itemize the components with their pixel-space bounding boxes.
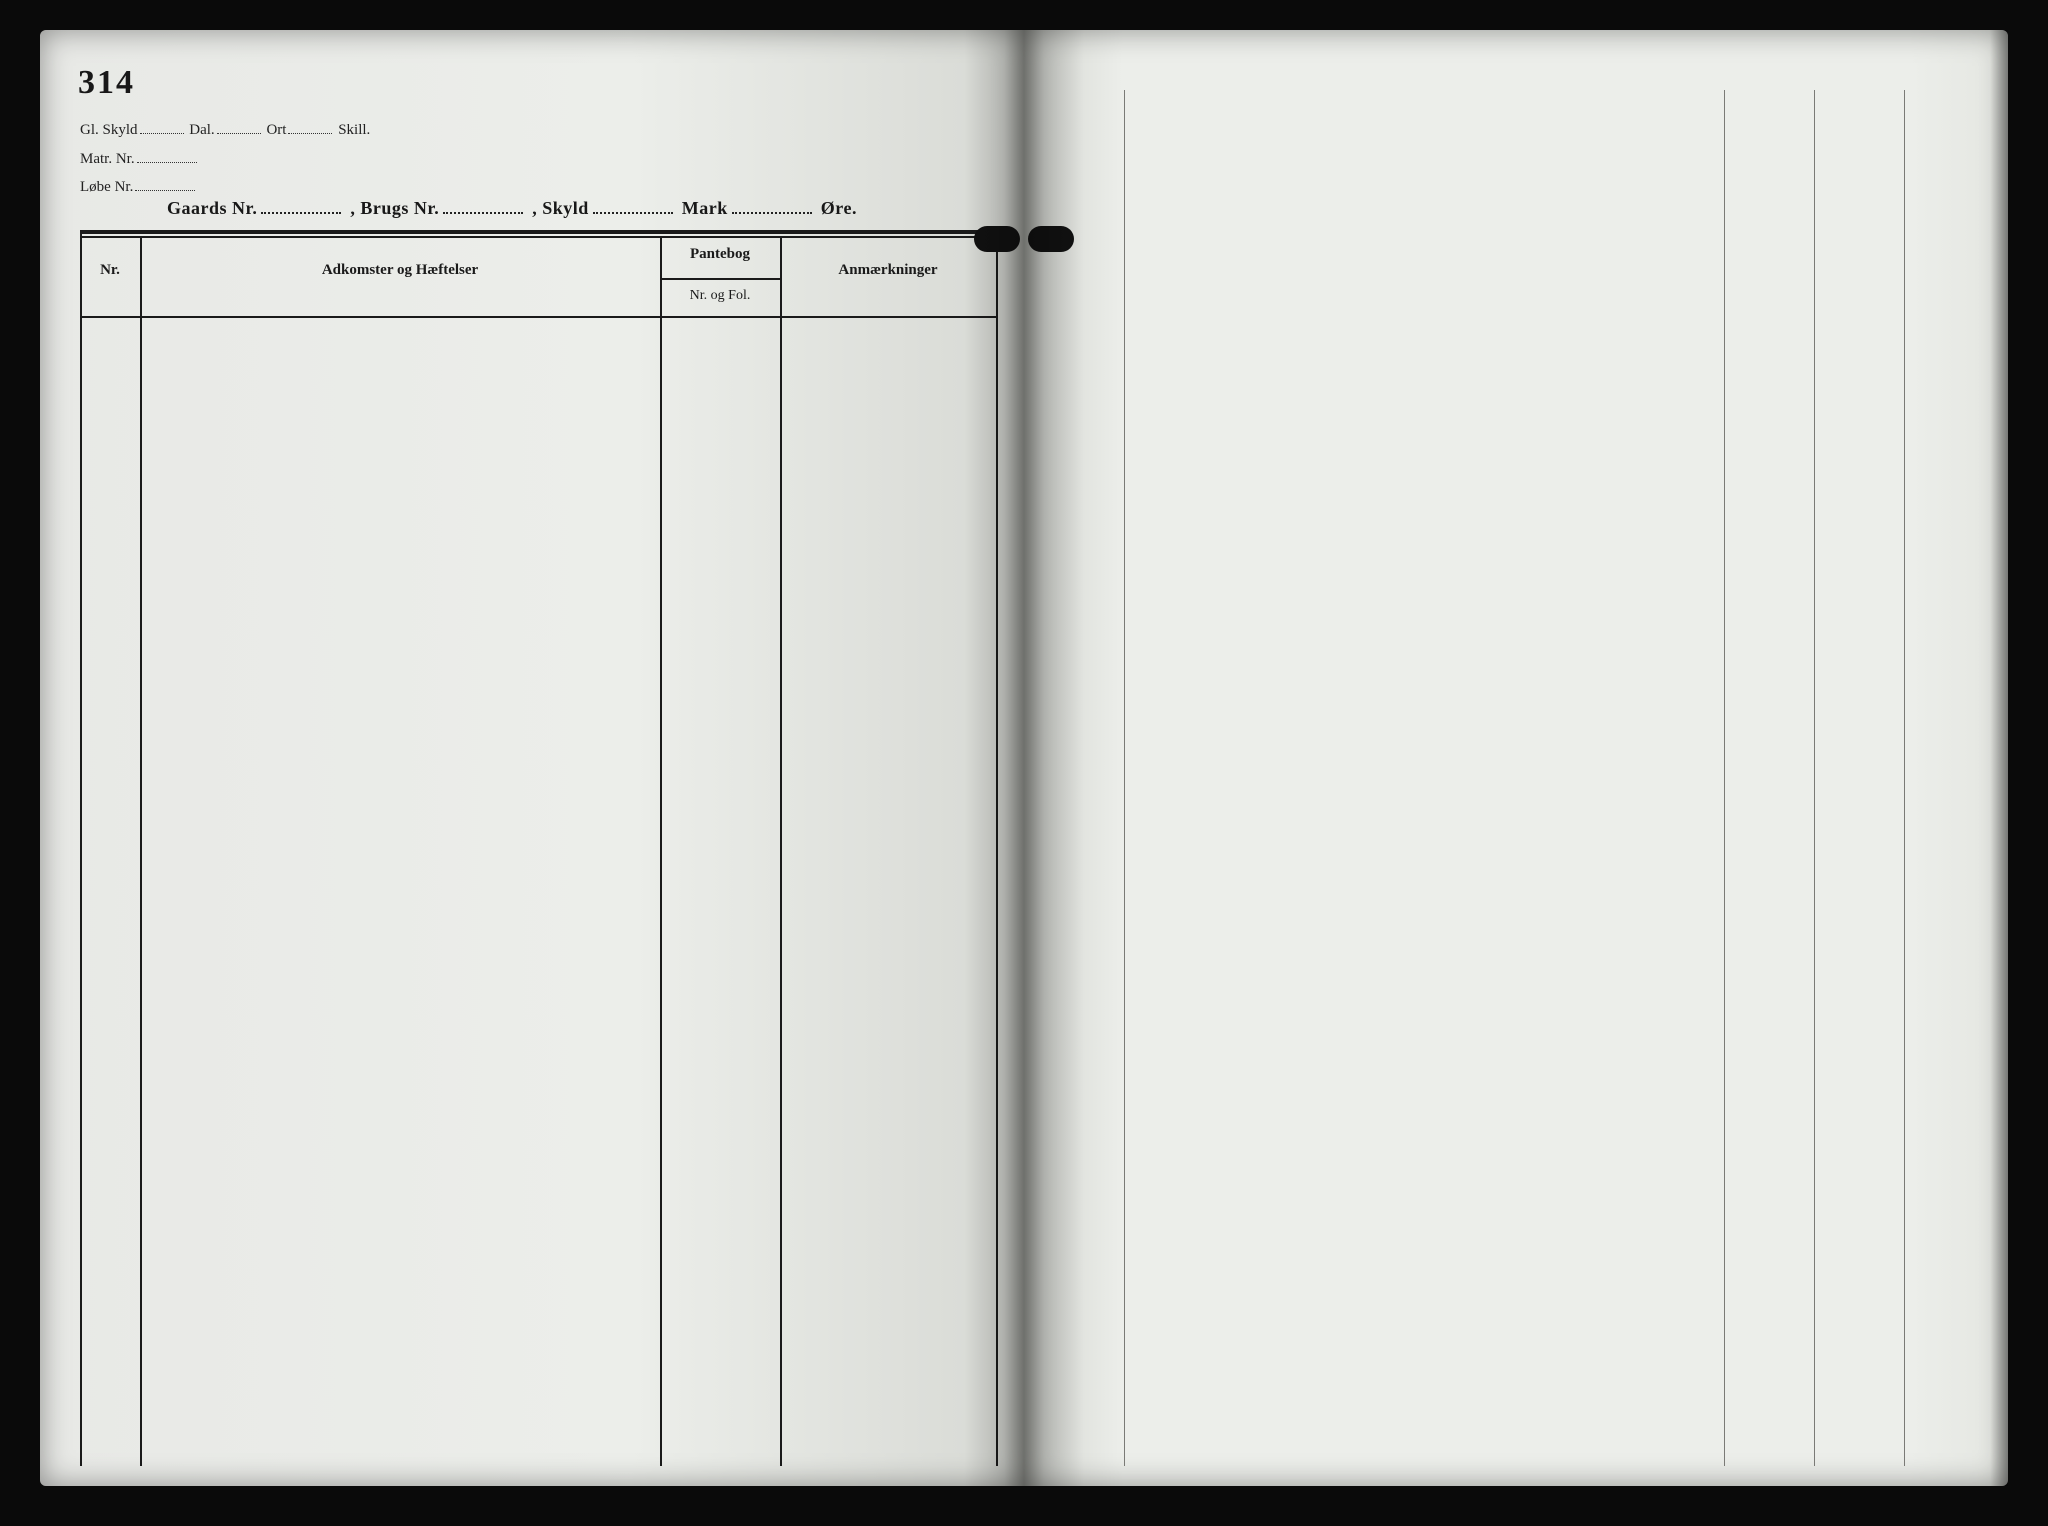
vline-r2	[1814, 90, 1815, 1466]
hdr-gaards: Gaards Nr.	[167, 198, 257, 218]
vline-l3	[780, 238, 782, 1466]
meta-lobe: Løbe Nr.	[80, 179, 133, 195]
vline-l0	[80, 230, 82, 1466]
meta-skill: Skill.	[338, 122, 370, 138]
col-pantebog: Pantebog	[660, 246, 780, 263]
vline-l1	[140, 238, 142, 1466]
vline-l4	[996, 230, 998, 1466]
page-number: 314	[78, 64, 135, 102]
meta-matr: Matr. Nr.	[80, 151, 135, 167]
right-edge-strip	[1990, 30, 2008, 1486]
rule-pantebog-mid	[660, 278, 780, 280]
hdr-ore: Øre.	[821, 198, 857, 218]
rule-header-bottom	[80, 316, 996, 318]
rule-header-top	[80, 230, 996, 238]
col-pantebog-sub: Nr. og Fol.	[660, 288, 780, 304]
hdr-skyld: , Skyld	[532, 198, 589, 218]
meta-block: Gl. Skyld Dal. Ort Skill. Matr. Nr. Løbe…	[80, 116, 370, 202]
vline-l2	[660, 238, 662, 1466]
right-page	[1024, 30, 2008, 1486]
punch-hole-left	[974, 226, 1020, 252]
vline-r1	[1724, 90, 1725, 1466]
hdr-mark: Mark	[682, 198, 728, 218]
punch-hole-right	[1028, 226, 1074, 252]
form-header-line: Gaards Nr. , Brugs Nr. , Skyld Mark Øre.	[40, 198, 984, 219]
meta-line-2: Matr. Nr.	[80, 145, 370, 174]
col-adkomster: Adkomster og Hæftelser	[140, 262, 660, 279]
meta-ort: Ort	[266, 122, 286, 138]
hdr-brugs: , Brugs Nr.	[350, 198, 439, 218]
scan-frame: 314 Gl. Skyld Dal. Ort Skill. Matr. Nr. …	[0, 0, 2048, 1526]
vline-r0	[1124, 90, 1125, 1466]
left-page: 314 Gl. Skyld Dal. Ort Skill. Matr. Nr. …	[40, 30, 1024, 1486]
meta-line-1: Gl. Skyld Dal. Ort Skill.	[80, 116, 370, 145]
vline-r3	[1904, 90, 1905, 1466]
col-nr: Nr.	[80, 262, 140, 279]
col-anmaerk: Anmærkninger	[780, 262, 996, 279]
meta-gl-skyld: Gl. Skyld	[80, 122, 138, 138]
meta-dal: Dal.	[189, 122, 214, 138]
